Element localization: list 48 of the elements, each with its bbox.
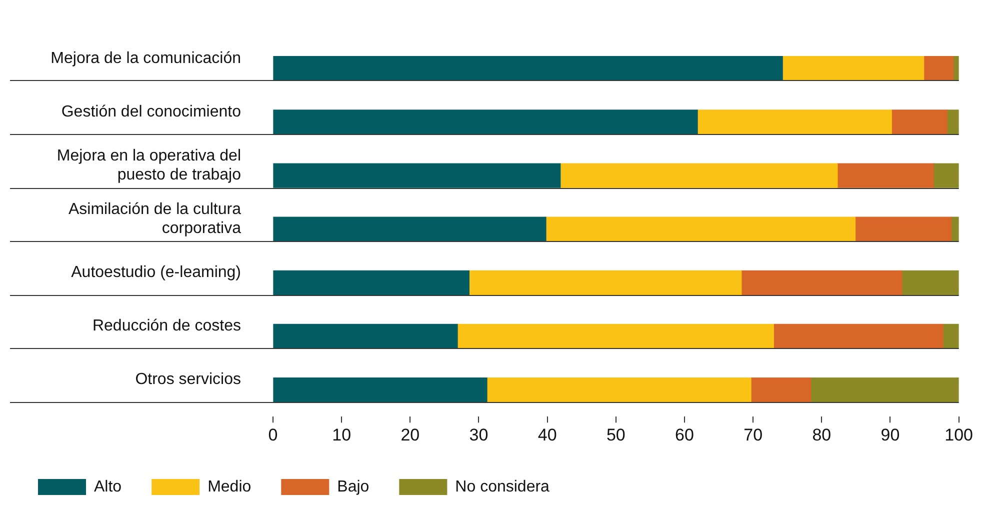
- bar: [933, 163, 959, 188]
- x-tick-label: 20: [400, 425, 420, 444]
- x-tick-label: 100: [944, 425, 974, 444]
- y-tick-label: Autoestudio (e-leaming): [71, 264, 241, 282]
- bar: [741, 270, 902, 295]
- x-tick-label: 80: [812, 425, 832, 444]
- bar: [942, 324, 959, 349]
- bar: [457, 324, 774, 349]
- bar: [468, 270, 742, 295]
- y-tick-label: Mejora en la operativa del puesto de trabajo: [56, 147, 242, 184]
- bar: [773, 324, 944, 349]
- bar: [782, 56, 924, 81]
- x-tick-label: 90: [880, 425, 900, 444]
- bar: [486, 377, 752, 402]
- bar: [273, 324, 458, 349]
- y-tick-label: Otros servicios: [135, 371, 241, 388]
- legend-label: Medio: [208, 478, 252, 496]
- bar: [837, 163, 934, 188]
- bar: [273, 110, 698, 134]
- bar: [273, 270, 470, 295]
- bar: [750, 377, 812, 402]
- bar: [273, 216, 546, 242]
- bar: [946, 110, 959, 134]
- y-tick-label: Mejora de la comunicación: [50, 50, 241, 67]
- y-tick-label: Asimilación de la cultura corporativa: [68, 200, 242, 238]
- legend-label: Alto: [94, 478, 122, 496]
- bar: [546, 216, 856, 242]
- bar: [924, 56, 954, 81]
- bar: [854, 216, 952, 242]
- y-tick-label: Gestión del conocimiento: [61, 103, 242, 120]
- bar: [273, 377, 488, 402]
- x-tick-label: 0: [268, 425, 278, 444]
- bar: [697, 110, 892, 134]
- x-tick-label: 60: [675, 425, 694, 444]
- bar: [273, 163, 561, 188]
- bar: [273, 56, 783, 81]
- x-tick-label: 70: [744, 425, 763, 444]
- x-tick-label: 10: [332, 425, 352, 444]
- bar: [891, 110, 948, 134]
- x-tick-label: 30: [469, 425, 488, 444]
- legend-label: No considera: [455, 478, 550, 496]
- bar: [560, 163, 838, 188]
- legend-label: Bajo: [337, 478, 370, 496]
- y-tick-label: Reducción de costes: [92, 318, 241, 335]
- bar: [810, 377, 959, 402]
- x-tick-label: 50: [606, 425, 626, 444]
- x-tick-label: 40: [538, 425, 557, 444]
- bar: [902, 270, 959, 295]
